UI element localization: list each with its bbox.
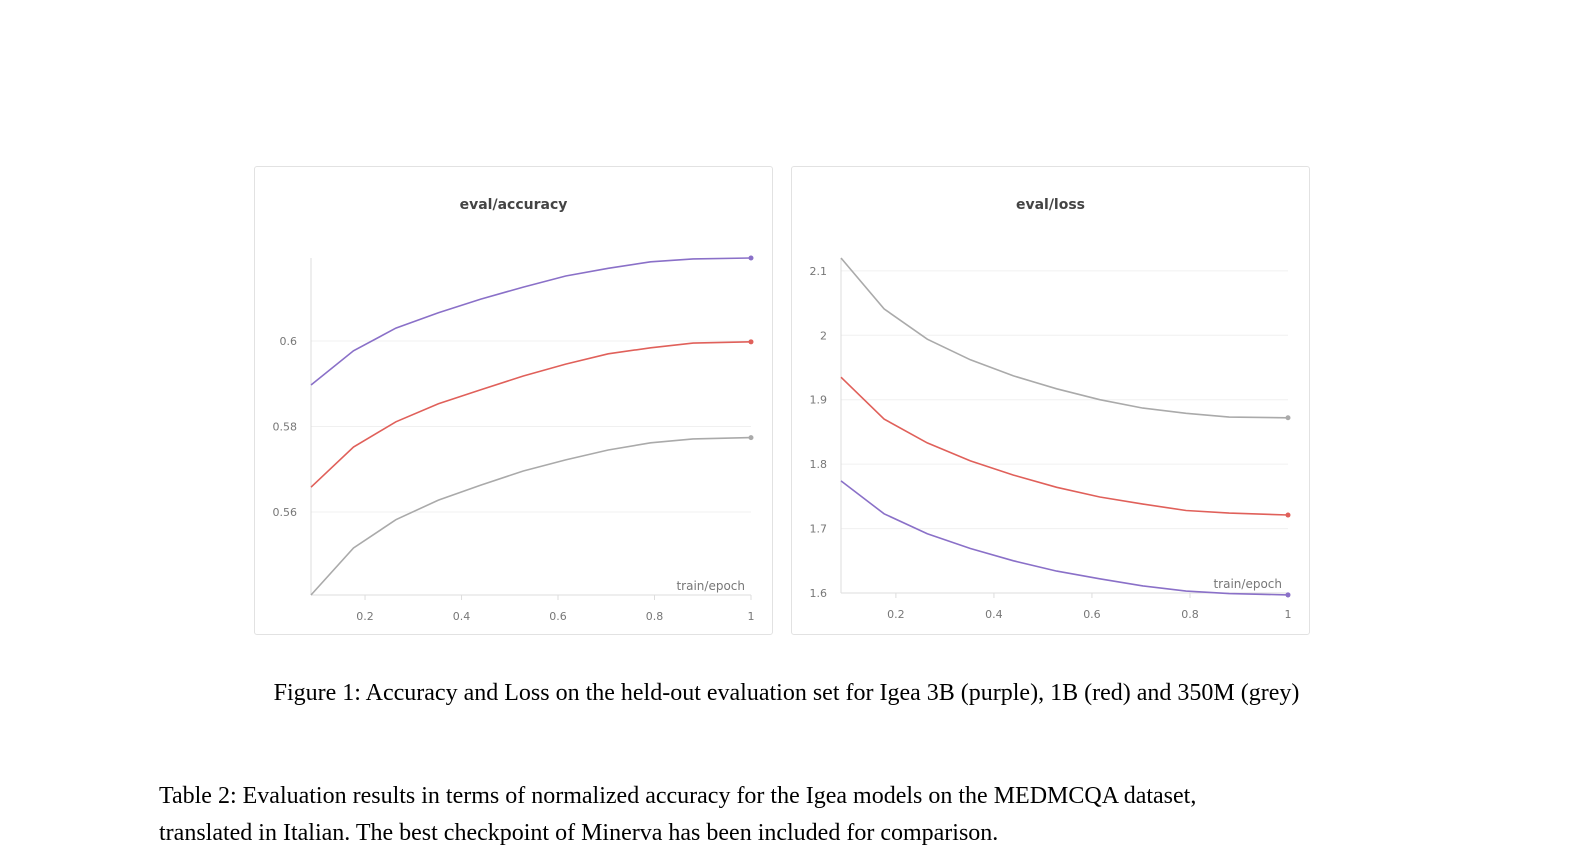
y-tick-label: 2.1 (810, 265, 828, 278)
x-tick-label: 0.6 (549, 610, 567, 623)
y-tick-label: 0.6 (280, 335, 298, 348)
series-line (840, 480, 1289, 596)
table-caption-line: Table 2: Evaluation results in terms of … (159, 783, 1197, 809)
series-end-point (748, 435, 754, 441)
x-tick-label: 0.6 (1083, 608, 1101, 621)
series-end-point (748, 339, 754, 345)
x-tick-label: 1 (1285, 608, 1292, 621)
figure-caption: Figure 1: Accuracy and Loss on the held-… (273, 680, 1300, 706)
accuracy-chart: 0.56 0.58 0.6 0.2 0.4 0.6 0.8 1 train/epoch (273, 255, 755, 623)
x-tick-label: 0.8 (646, 610, 664, 623)
chart-title: eval/loss (1015, 197, 1086, 213)
series-line (310, 257, 752, 386)
loss-chart: 1.6 1.7 1.8 1.9 2 2.1 0.2 0.4 0.6 0.8 1 train/epoch (810, 257, 1292, 621)
x-axis-label: train/epoch (676, 579, 745, 593)
x-axis-label: train/epoch (1213, 577, 1282, 591)
series-end-point (1285, 512, 1291, 518)
x-tick-label: 0.4 (985, 608, 1003, 621)
y-tick-label: 1.7 (810, 523, 828, 536)
series-line (310, 341, 752, 488)
x-tick-label: 0.2 (356, 610, 374, 623)
series-end-point (1285, 415, 1291, 421)
series-line (840, 257, 1289, 419)
x-tick-label: 1 (748, 610, 755, 623)
x-tick-label: 0.2 (887, 608, 905, 621)
x-tick-label: 0.4 (453, 610, 471, 623)
y-tick-label: 0.58 (273, 421, 298, 434)
table-caption: Table 2: Evaluation results in terms of … (159, 778, 1196, 852)
y-tick-label: 1.6 (810, 587, 828, 600)
chart-title: eval/accuracy (459, 197, 568, 213)
series-end-point (748, 255, 754, 261)
y-tick-label: 0.56 (273, 506, 298, 519)
accuracy-chart-panel: eval/accuracy 0.56 0.58 0.6 0.2 0.4 0.6 0.8 1 tr… (254, 166, 773, 635)
series-end-point (1285, 592, 1291, 598)
loss-chart-panel: eval/loss 1.6 1.7 1.8 1.9 2 2.1 0.2 0.4 0.6 0.8 1 t… (791, 166, 1310, 635)
table-caption-line: translated in Italian. The best checkpoi… (159, 820, 999, 846)
y-tick-label: 1.8 (810, 458, 828, 471)
y-tick-label: 2 (820, 329, 827, 342)
series-line (310, 436, 752, 596)
x-tick-label: 0.8 (1181, 608, 1199, 621)
series-line (840, 376, 1289, 516)
y-tick-label: 1.9 (810, 394, 828, 407)
